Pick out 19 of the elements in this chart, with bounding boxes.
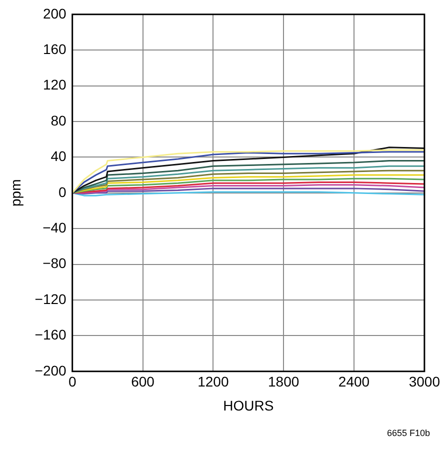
x-tick-label: 600 bbox=[131, 374, 155, 390]
y-tick-label: 200 bbox=[42, 5, 67, 22]
x-tick-label: 3000 bbox=[408, 374, 440, 390]
y-tick-label: −160 bbox=[34, 326, 67, 343]
y-axis-title: ppm bbox=[7, 179, 24, 207]
x-axis-title: HOURS bbox=[223, 397, 274, 414]
x-tick-label: 1800 bbox=[268, 374, 300, 390]
text: 6655 F10b bbox=[386, 428, 430, 438]
y-tick-label: −80 bbox=[42, 255, 67, 272]
y-tick-label: −40 bbox=[42, 219, 67, 236]
x-tick-label: 1200 bbox=[198, 374, 229, 390]
y-tick-label: 160 bbox=[42, 40, 67, 57]
y-tick-label: 80 bbox=[50, 112, 67, 128]
y-tick-label: 120 bbox=[42, 76, 67, 93]
y-tick-label: 40 bbox=[50, 148, 67, 164]
x-tick-label: 2400 bbox=[338, 374, 370, 390]
y-tick-label: 0 bbox=[58, 184, 67, 200]
y-tick-label: −120 bbox=[34, 290, 67, 307]
y-tick-label: −200 bbox=[34, 362, 67, 378]
